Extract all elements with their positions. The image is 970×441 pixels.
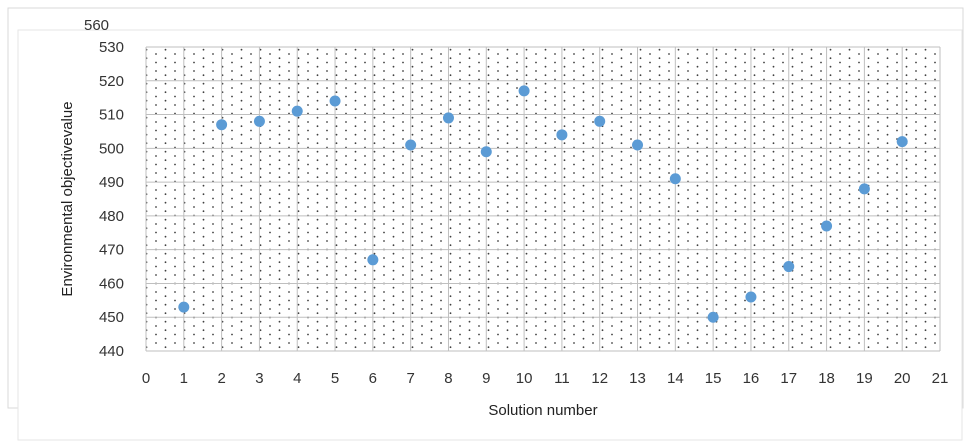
data-point [745,291,756,302]
x-tick-label: 8 [444,370,452,387]
x-tick-label: 19 [856,370,873,387]
x-tick-label: 10 [516,370,533,387]
data-point [443,112,454,123]
x-tick-label: 6 [369,370,377,387]
data-point [216,119,227,130]
x-axis-title: Solution number [488,402,597,419]
y-tick-label: 530 [99,39,124,56]
data-point [821,221,832,232]
x-tick-label: 21 [932,370,949,387]
y-tick-label: 470 [99,242,124,259]
y-axis-title: Environmental objectivevalue [59,101,76,296]
y-tick-label: 460 [99,275,124,292]
data-point [670,173,681,184]
x-tick-label: 5 [331,370,339,387]
data-point [292,106,303,117]
y-tick-label: 510 [99,107,124,124]
data-point [178,302,189,313]
data-point [367,254,378,265]
x-tick-label: 12 [591,370,608,387]
data-point [594,116,605,127]
x-tick-label: 15 [705,370,722,387]
data-point [783,261,794,272]
data-point [481,146,492,157]
x-tick-label: 0 [142,370,150,387]
x-tick-label: 13 [629,370,646,387]
x-tick-label: 9 [482,370,490,387]
y-tick-label: 520 [99,73,124,90]
plot-area [146,47,940,351]
data-point [405,139,416,150]
y-tick-label: 500 [99,140,124,157]
x-tick-label: 18 [818,370,835,387]
x-tick-label: 20 [894,370,911,387]
data-point [254,116,265,127]
x-tick-label: 17 [780,370,797,387]
x-tick-label: 11 [554,370,570,387]
x-tick-label: 3 [255,370,263,387]
data-point [897,136,908,147]
x-tick-label: 7 [406,370,414,387]
y-tick-label: 490 [99,174,124,191]
y-tick-label: 450 [99,309,124,326]
data-point [632,139,643,150]
data-point [708,312,719,323]
data-point [859,183,870,194]
data-point [330,96,341,107]
x-tick-label: 2 [217,370,225,387]
x-tick-label: 14 [667,370,684,387]
data-point [519,85,530,96]
x-tick-label: 16 [743,370,760,387]
x-tick-label: 1 [180,370,188,387]
hidden-tick-label: 560 [84,17,109,34]
y-tick-label: 440 [99,343,124,360]
plot-background [146,47,940,351]
data-point [556,129,567,140]
x-tick-label: 4 [293,370,301,387]
y-tick-label: 480 [99,208,124,225]
